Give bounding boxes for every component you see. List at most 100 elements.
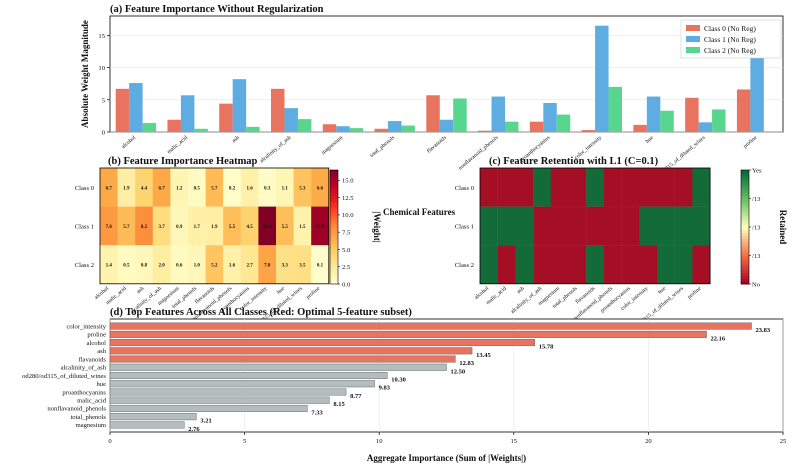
panel-b-title: (b) Feature Importance Heatmap: [108, 156, 258, 167]
panel-b-colorbar-segment: [330, 252, 338, 256]
panel-a-bar: [336, 126, 350, 132]
panel-d-title: (d) Top Features Across All Classes (Red…: [110, 307, 412, 318]
panel-b-cell: [311, 245, 329, 284]
panel-d-category-label: alcohol: [87, 340, 107, 347]
panel-c-colorbar-segment: [741, 170, 749, 174]
panel-d-xtick-label: 25: [780, 438, 787, 445]
panel-b-colorbar-segment: [330, 192, 338, 197]
panel-a-bar: [271, 88, 285, 132]
panel-c-cell: [550, 206, 569, 246]
panel-c-colorbar-label: /13: [752, 253, 761, 260]
panel-a-ytick-label: 0: [102, 130, 106, 137]
panel-c-colorbar-segment: [741, 221, 749, 225]
panel-c-colorbar-segment: [741, 195, 749, 199]
panel-a-bar: [685, 97, 699, 132]
panel-b-colorbar-segment: [330, 221, 338, 225]
panel-b-cell-value: 1.0: [194, 264, 201, 269]
panel-a-ytick-label: 5: [102, 97, 106, 104]
panel-d-value-label: 3.21: [200, 418, 211, 425]
panel-b-colorbar-segment: [330, 258, 338, 262]
panel-a-bar: [660, 110, 674, 132]
panel-b-colorbar-segment: [330, 198, 338, 202]
panel-c-col-label: alcalinity_of_ash: [509, 285, 543, 315]
panel-c-colorbar-segment: [741, 281, 749, 285]
panel-b-cell-value: 1.7: [194, 225, 201, 230]
panel-c-cell: [568, 245, 587, 284]
panel-d-value-label: 10.30: [391, 377, 406, 384]
panel-d-xlabel: Aggregate Importance (Sum of |Weights|): [367, 453, 526, 463]
panel-b-row-label: Class 0: [75, 185, 95, 192]
panel-a-legend-label: Class 0 (No Reg): [704, 24, 756, 33]
panel-b-cell: [223, 245, 241, 284]
panel-b-cell: [258, 168, 277, 207]
panel-b-colorbar-segment: [330, 195, 338, 199]
panel-c-cell: [497, 206, 516, 246]
panel-c-cell: [657, 168, 675, 207]
panel-b-col-label: hue: [276, 285, 286, 295]
panel-c-cell: [692, 206, 711, 246]
panel-c-colorbar-segment: [741, 212, 749, 216]
panel-a-bar: [504, 121, 519, 132]
panel-b-cell: [293, 168, 312, 207]
panel-b-cell: [276, 206, 294, 246]
panel-d-xtick-label: 0: [108, 438, 112, 445]
panel-b-cell: [188, 245, 206, 284]
panel-d-bar: [109, 355, 456, 363]
panel-c-frame: [479, 167, 711, 285]
panel-c-colorbar-label: Yes: [752, 167, 762, 174]
panel-b-cell: [135, 168, 153, 207]
panel-c-cell: [621, 168, 640, 207]
panel-c-colorbar-segment: [741, 184, 749, 188]
panel-b-cell: [205, 206, 224, 246]
panel-a-bar: [439, 119, 454, 132]
panel-b-colorbar-segment: [330, 172, 338, 177]
panel-d-category-label: malic_acid: [77, 397, 107, 404]
panel-c-colorbar-segment: [741, 246, 749, 251]
panel-b-colorbar-segment: [330, 227, 338, 231]
panel-c-cell: [674, 168, 693, 207]
panel-b-colorbar-segment: [330, 229, 338, 234]
panel-d-xtick-label: 10: [376, 438, 383, 445]
panel-b-colorbar-segment: [330, 255, 338, 259]
panel-a-bar: [543, 103, 557, 132]
panel-d-category-label: flavanoids: [79, 356, 107, 363]
panel-c-colorbar-segment: [741, 272, 749, 276]
panel-c-col-label: proline: [687, 285, 703, 300]
panel-a-feature-importance-bars: (a) Feature Importance Without Regulariz…: [80, 4, 784, 185]
panel-c-cell: [657, 206, 675, 246]
panel-c-colorbar-segment: [741, 201, 749, 205]
panel-c-cell: [515, 168, 534, 207]
panel-a-bar: [646, 96, 661, 132]
panel-a-bar: [595, 25, 609, 133]
panel-c-colorbar-segment: [741, 261, 749, 265]
panel-a-xtick-label: total_phenols: [369, 135, 396, 159]
panel-b-colorbar-segment: [330, 178, 338, 182]
panel-b-colorbar-label: 2.5: [342, 264, 351, 271]
panel-b-cell-value: 4.5: [246, 225, 253, 230]
panel-c-retention-heatmap: (c) Feature Retention with L1 (C=0.1) Cla…: [383, 156, 788, 336]
panel-d-bar: [109, 413, 197, 421]
panel-c-colorbar-segment: [741, 258, 749, 262]
panel-c-col-label: hue: [657, 285, 667, 295]
panel-b-colorbar-segment: [330, 235, 338, 239]
panel-b-cell: [152, 206, 171, 246]
panel-a-bar: [581, 130, 596, 132]
panel-b-colorbar-label: 15.0: [342, 178, 354, 185]
panel-b-cell: [100, 245, 118, 284]
panel-b-colorbar-segment: [330, 269, 338, 273]
panel-b-cell-value: 0.5: [194, 186, 201, 191]
panel-c-cell: [674, 245, 693, 284]
panel-b-cell-value: 1.9: [123, 186, 130, 191]
panel-a-bar: [401, 125, 415, 132]
panel-b-colorbar-segment: [330, 261, 338, 265]
panel-d-value-label: 12.50: [451, 368, 466, 375]
panel-c-cell: [603, 168, 622, 207]
panel-b-cell: [100, 168, 118, 207]
panel-b-cell: [293, 206, 312, 246]
panel-d-category-label: ash: [97, 348, 106, 355]
panel-d-category-label: total_phenols: [70, 414, 106, 421]
panel-d-bar: [109, 363, 447, 371]
panel-b-cell-value: 0.5: [123, 264, 130, 269]
panel-b-cell: [311, 168, 329, 207]
panel-c-cell: [586, 245, 605, 284]
